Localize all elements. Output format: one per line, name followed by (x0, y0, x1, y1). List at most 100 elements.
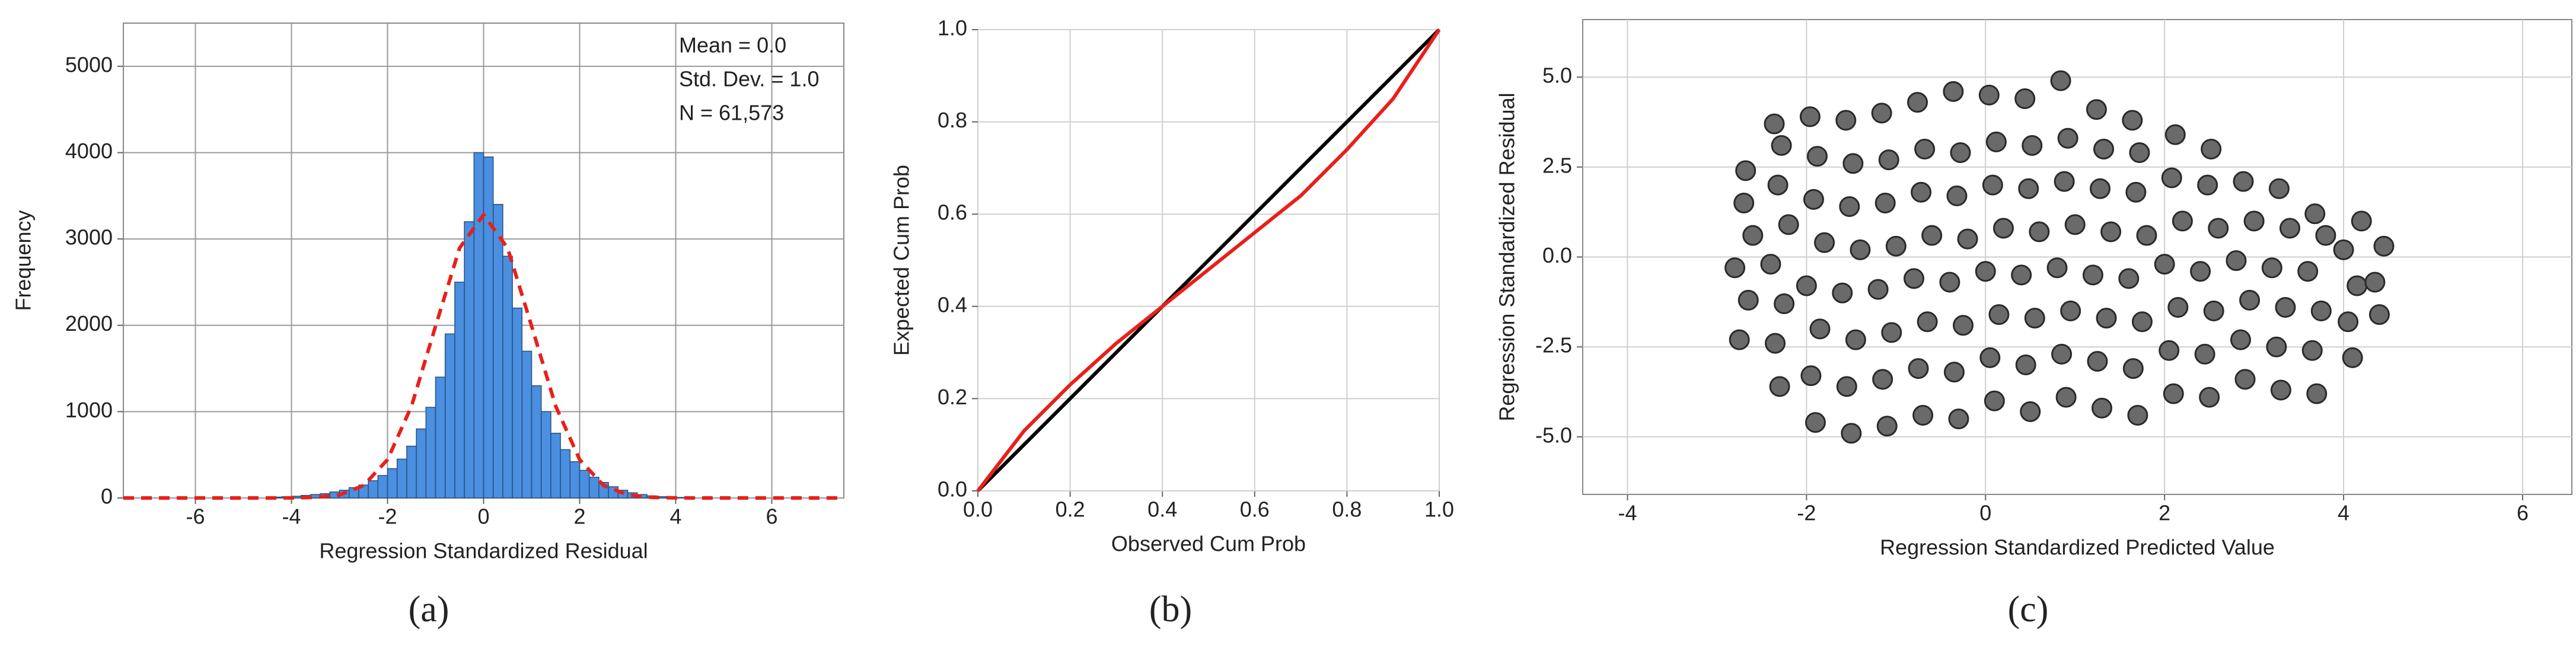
point (2347, 275, 2368, 296)
point (1774, 293, 1795, 314)
point (1982, 174, 2003, 196)
point (2011, 264, 2032, 286)
point (1914, 138, 1936, 159)
point (2234, 369, 2256, 390)
point (2315, 225, 2336, 246)
point (2226, 250, 2247, 272)
annotation: N = 61,573 (679, 101, 784, 125)
point (2243, 210, 2265, 232)
point (2368, 304, 2390, 325)
point (2014, 88, 2036, 109)
bar (550, 433, 561, 499)
y-tick-label: 2000 (65, 311, 113, 336)
point (1742, 225, 1764, 246)
point (1946, 185, 1968, 206)
point (1737, 289, 1759, 311)
bar (492, 204, 503, 499)
point (1908, 358, 1929, 379)
point (2051, 343, 2073, 365)
point (2279, 218, 2301, 239)
point (2022, 135, 2043, 156)
bar (540, 411, 551, 499)
y-tick-label: 5000 (65, 52, 113, 76)
point (1764, 113, 1785, 135)
point (1950, 142, 1971, 164)
y-tick-label: 5.0 (1542, 63, 1572, 88)
point (1842, 153, 1864, 174)
point (1957, 228, 1978, 250)
x-tick-label: -4 (1618, 501, 1637, 525)
point (1881, 322, 1902, 343)
bar (579, 470, 590, 499)
point (2122, 358, 2144, 379)
point (1867, 279, 1889, 300)
x-tick-label: -6 (186, 504, 205, 529)
point (1878, 149, 1899, 171)
point (1912, 405, 1934, 426)
bar (406, 445, 417, 499)
point (2087, 350, 2108, 372)
x-tick-label: 0.8 (1332, 497, 1362, 522)
normal-curve (123, 212, 844, 500)
point (1845, 329, 1866, 350)
annotation: Mean = 0.0 (679, 33, 786, 58)
point (1839, 196, 1860, 218)
point (2060, 301, 2081, 322)
point (1911, 181, 1932, 203)
bar (387, 468, 398, 499)
point (2172, 210, 2193, 232)
bar (521, 350, 533, 499)
bar (588, 477, 600, 499)
point (1800, 365, 1822, 387)
point (1835, 110, 1857, 131)
point (1767, 174, 1788, 196)
point (2161, 167, 2182, 189)
x-axis-label: Regression Standardized Residual (319, 539, 648, 563)
x-tick-label: 2 (2159, 501, 2170, 525)
bar (435, 376, 446, 499)
bar (512, 307, 523, 499)
point (2159, 340, 2180, 361)
point (1814, 232, 1835, 253)
bar (416, 428, 427, 499)
point (2154, 254, 2175, 275)
x-tick-label: 0 (477, 504, 489, 529)
bar (377, 475, 388, 499)
point (2230, 329, 2251, 350)
point (2203, 301, 2224, 322)
y-tick-label: 0 (101, 484, 113, 509)
point (2096, 308, 2117, 329)
point (1871, 103, 1892, 124)
point (1760, 254, 1781, 275)
point (2092, 397, 2113, 419)
bar (454, 282, 465, 499)
bar (569, 461, 581, 499)
point (2261, 257, 2282, 279)
point (2131, 311, 2153, 333)
point (2266, 336, 2287, 357)
y-tick-label: 0.4 (938, 292, 967, 317)
point (2054, 171, 2075, 192)
y-tick-label: 0.6 (938, 200, 967, 225)
panel: -6 -4 -2 0 2 4 6 0 1000 2000 3000 4000 5000 Mean = 0.… (11, 23, 844, 630)
y-tick-label: 3000 (65, 225, 113, 250)
point (1885, 235, 1907, 257)
bar (483, 156, 494, 499)
x-tick-label: 1.0 (1424, 497, 1454, 522)
point (1975, 261, 1996, 282)
x-tick-label: 0.4 (1147, 497, 1177, 522)
point (2338, 311, 2359, 333)
point (2208, 218, 2229, 239)
bar (464, 221, 475, 499)
bar (310, 494, 321, 499)
y-axis-label: Frequency (11, 210, 36, 311)
point (1778, 214, 1799, 235)
y-tick-label: 0.8 (938, 108, 967, 132)
y-tick-label: -5.0 (1535, 423, 1572, 447)
point (2020, 401, 2041, 422)
panel: 0.0 0.2 0.4 0.6 0.8 1.0 0.0 0.2 0.4 0.6 0.8 1.0 Obse… (890, 16, 1455, 630)
point (1832, 282, 1853, 304)
bar (444, 333, 455, 499)
bar (531, 385, 542, 499)
